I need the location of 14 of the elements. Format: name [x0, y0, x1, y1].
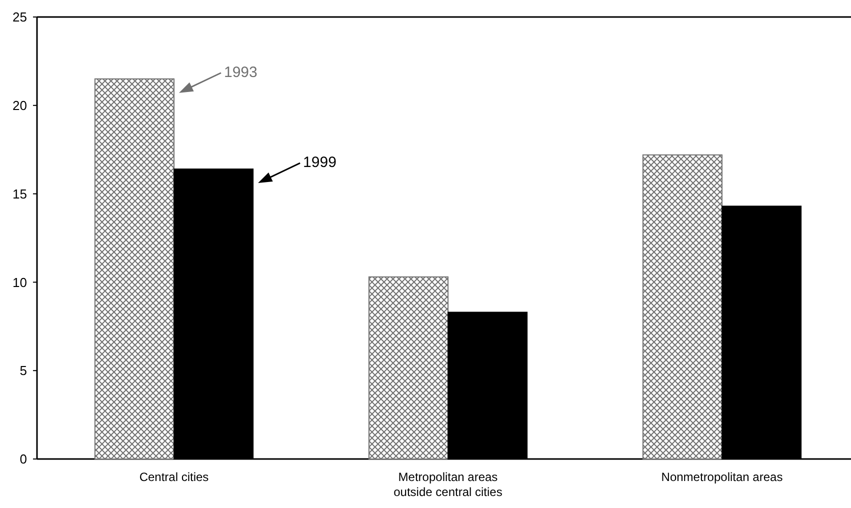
y-tick-label: 25 [12, 10, 27, 25]
x-tick-label: Central cities [139, 470, 209, 484]
y-tick-label: 0 [20, 452, 27, 467]
bar [368, 276, 448, 460]
y-tick-label: 10 [12, 274, 27, 290]
bar [642, 154, 722, 460]
y-tick-label: 15 [12, 186, 27, 202]
bar [94, 78, 174, 460]
legend-label: 1999 [303, 154, 336, 172]
y-tick-label: 20 [12, 98, 27, 113]
x-tick-label: Nonmetropolitan areas [661, 470, 783, 484]
x-tick-label: Metropolitan areas outside central cities [394, 470, 502, 499]
y-tick-label: 5 [20, 363, 27, 378]
text: 1993 [224, 64, 258, 81]
